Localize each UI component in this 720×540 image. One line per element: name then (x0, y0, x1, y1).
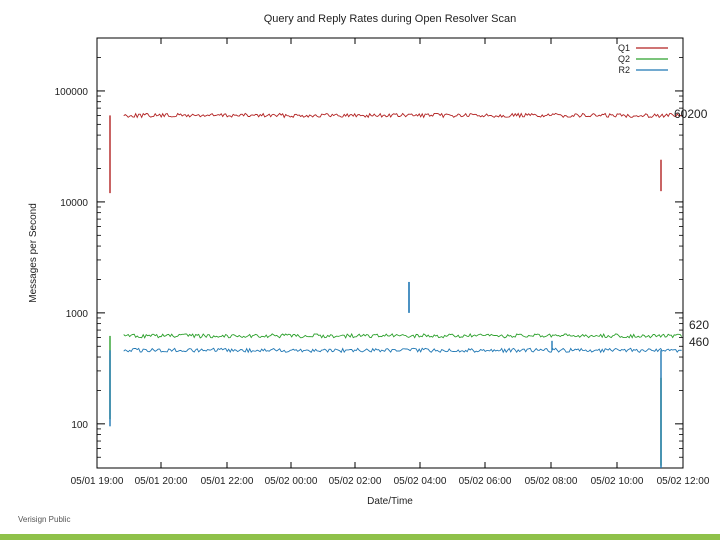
series-line-q2 (123, 332, 683, 339)
bottom-accent-bar (0, 534, 720, 540)
legend-label-r2: R2 (618, 65, 630, 75)
series-line-r2 (123, 347, 682, 354)
y-tick-label: 1000 (66, 309, 89, 320)
plot-frame (96, 37, 684, 469)
end-label-q1: 60200 (674, 107, 708, 121)
x-tick-label: 05/01 19:00 (71, 476, 124, 487)
legend-label-q2: Q2 (618, 54, 630, 64)
x-tick-label: 05/02 12:00 (657, 476, 710, 487)
series-line-q1 (123, 112, 682, 119)
legend-label-q1: Q1 (618, 43, 630, 53)
x-tick-label: 05/02 04:00 (394, 476, 447, 487)
x-tick-label: 05/02 00:00 (265, 476, 318, 487)
y-tick-label: 100000 (55, 87, 89, 98)
y-axis-label: Messages per Second (28, 203, 39, 303)
end-label-q2: 620 (689, 318, 710, 332)
x-axis-label: Date/Time (367, 496, 413, 507)
footer-label: Verisign Public (18, 515, 71, 524)
x-tick-label: 05/02 10:00 (591, 476, 644, 487)
y-tick-label: 100 (71, 420, 88, 431)
x-tick-label: 05/02 06:00 (459, 476, 512, 487)
y-tick-label: 10000 (60, 198, 88, 209)
x-tick-label: 05/01 22:00 (201, 476, 254, 487)
chart-title: Query and Reply Rates during Open Resolv… (264, 13, 517, 25)
x-tick-label: 05/02 02:00 (329, 476, 382, 487)
end-label-r2: 460 (689, 335, 710, 349)
x-tick-label: 05/01 20:00 (135, 476, 188, 487)
x-tick-label: 05/02 08:00 (525, 476, 578, 487)
